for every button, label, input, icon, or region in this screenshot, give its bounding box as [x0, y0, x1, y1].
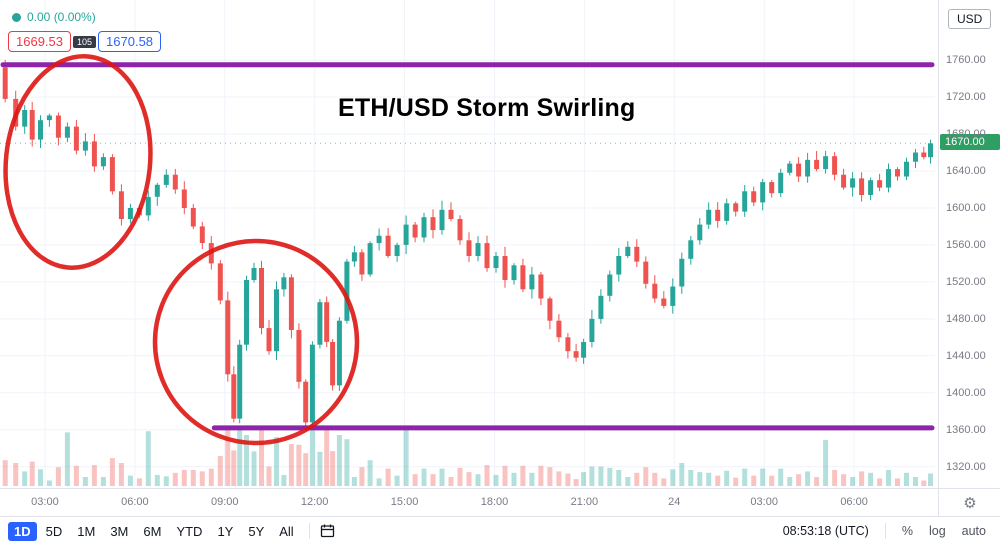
- time-axis-label: 03:00: [750, 496, 778, 508]
- price-axis-label: 1560.00: [946, 238, 986, 251]
- range-button-1y[interactable]: 1Y: [217, 523, 234, 539]
- buy-price-button[interactable]: 1670.58: [98, 31, 162, 52]
- time-axis-label: 09:00: [210, 496, 239, 508]
- settings-gear-icon[interactable]: ⚙: [963, 494, 977, 512]
- time-axis-label: 15:00: [390, 496, 419, 508]
- range-button-5y[interactable]: 5Y: [248, 523, 265, 539]
- log-scale-button[interactable]: log: [928, 524, 946, 538]
- candlestick-chart: [0, 0, 935, 486]
- currency-toggle-button[interactable]: USD: [948, 9, 992, 29]
- chart-plot-area[interactable]: ETH/USD Storm Swirling 0.00 (0.00%) 1669…: [0, 0, 938, 488]
- bottom-toolbar: 1D 5D 1M 3M 6M YTD 1Y 5Y All 08:53:18 (UTC) % lo…: [0, 516, 1000, 544]
- time-axis-label: 24: [668, 496, 681, 508]
- sell-price-button[interactable]: 1669.53: [8, 31, 71, 52]
- range-button-all[interactable]: All: [279, 523, 294, 539]
- price-axis-label: 1680.00: [946, 128, 986, 140]
- price-change-text: 0.00 (0.00%): [27, 10, 96, 24]
- utc-clock: 08:53:18 (UTC): [782, 524, 869, 538]
- price-axis-label: 1600.00: [946, 201, 986, 214]
- range-button-6m[interactable]: 6M: [143, 523, 162, 539]
- toolbar-divider: [308, 523, 310, 539]
- legend: 0.00 (0.00%) 1669.53 105 1670.58: [8, 10, 162, 52]
- chart-title-annotation: ETH/USD Storm Swirling: [338, 94, 636, 122]
- price-axis-label: 1720.00: [946, 91, 986, 104]
- price-axis[interactable]: USD 1670.00 1760.00 1720.00 1680.00 1640.00…: [938, 0, 1000, 488]
- percent-scale-button[interactable]: %: [901, 524, 913, 538]
- time-axis-label: 12:00: [300, 496, 329, 508]
- range-button-1m[interactable]: 1M: [77, 523, 96, 539]
- range-button-5d[interactable]: 5D: [45, 523, 63, 539]
- range-button-ytd[interactable]: YTD: [176, 523, 203, 539]
- price-axis-label: 1440.00: [946, 349, 986, 362]
- price-axis-label: 1480.00: [946, 312, 986, 325]
- price-axis-label: 1320.00: [946, 460, 986, 473]
- auto-scale-button[interactable]: auto: [961, 524, 986, 538]
- date-range-selector: 1D 5D 1M 3M 6M YTD 1Y 5Y All: [0, 521, 300, 541]
- time-axis-label: 03:00: [31, 496, 59, 508]
- price-axis-label: 1520.00: [946, 275, 986, 288]
- range-button-3m[interactable]: 3M: [110, 523, 129, 539]
- price-axis-label: 1640.00: [946, 164, 986, 177]
- price-axis-label: 1400.00: [946, 386, 986, 399]
- range-button-1d[interactable]: 1D: [8, 521, 37, 541]
- time-axis-label: 06:00: [840, 496, 868, 508]
- axis-corner: ⚙: [938, 488, 1000, 517]
- price-axis-label: 1760.00: [946, 54, 986, 67]
- time-axis-label: 06:00: [121, 496, 149, 508]
- time-axis-label: 18:00: [480, 496, 509, 508]
- price-axis-label: 1360.00: [946, 423, 986, 436]
- time-axis[interactable]: 03:00 06:00 09:00 12:00 15:00 18:00 21:00 24 03:…: [0, 488, 938, 517]
- time-axis-label: 21:00: [570, 496, 599, 508]
- toolbar-divider: [884, 523, 886, 539]
- current-price-tag: 1670.00: [940, 134, 1000, 151]
- spread-badge: 105: [73, 35, 97, 48]
- go-to-date-calendar-icon[interactable]: [319, 522, 337, 540]
- series-marker-icon: [12, 12, 21, 22]
